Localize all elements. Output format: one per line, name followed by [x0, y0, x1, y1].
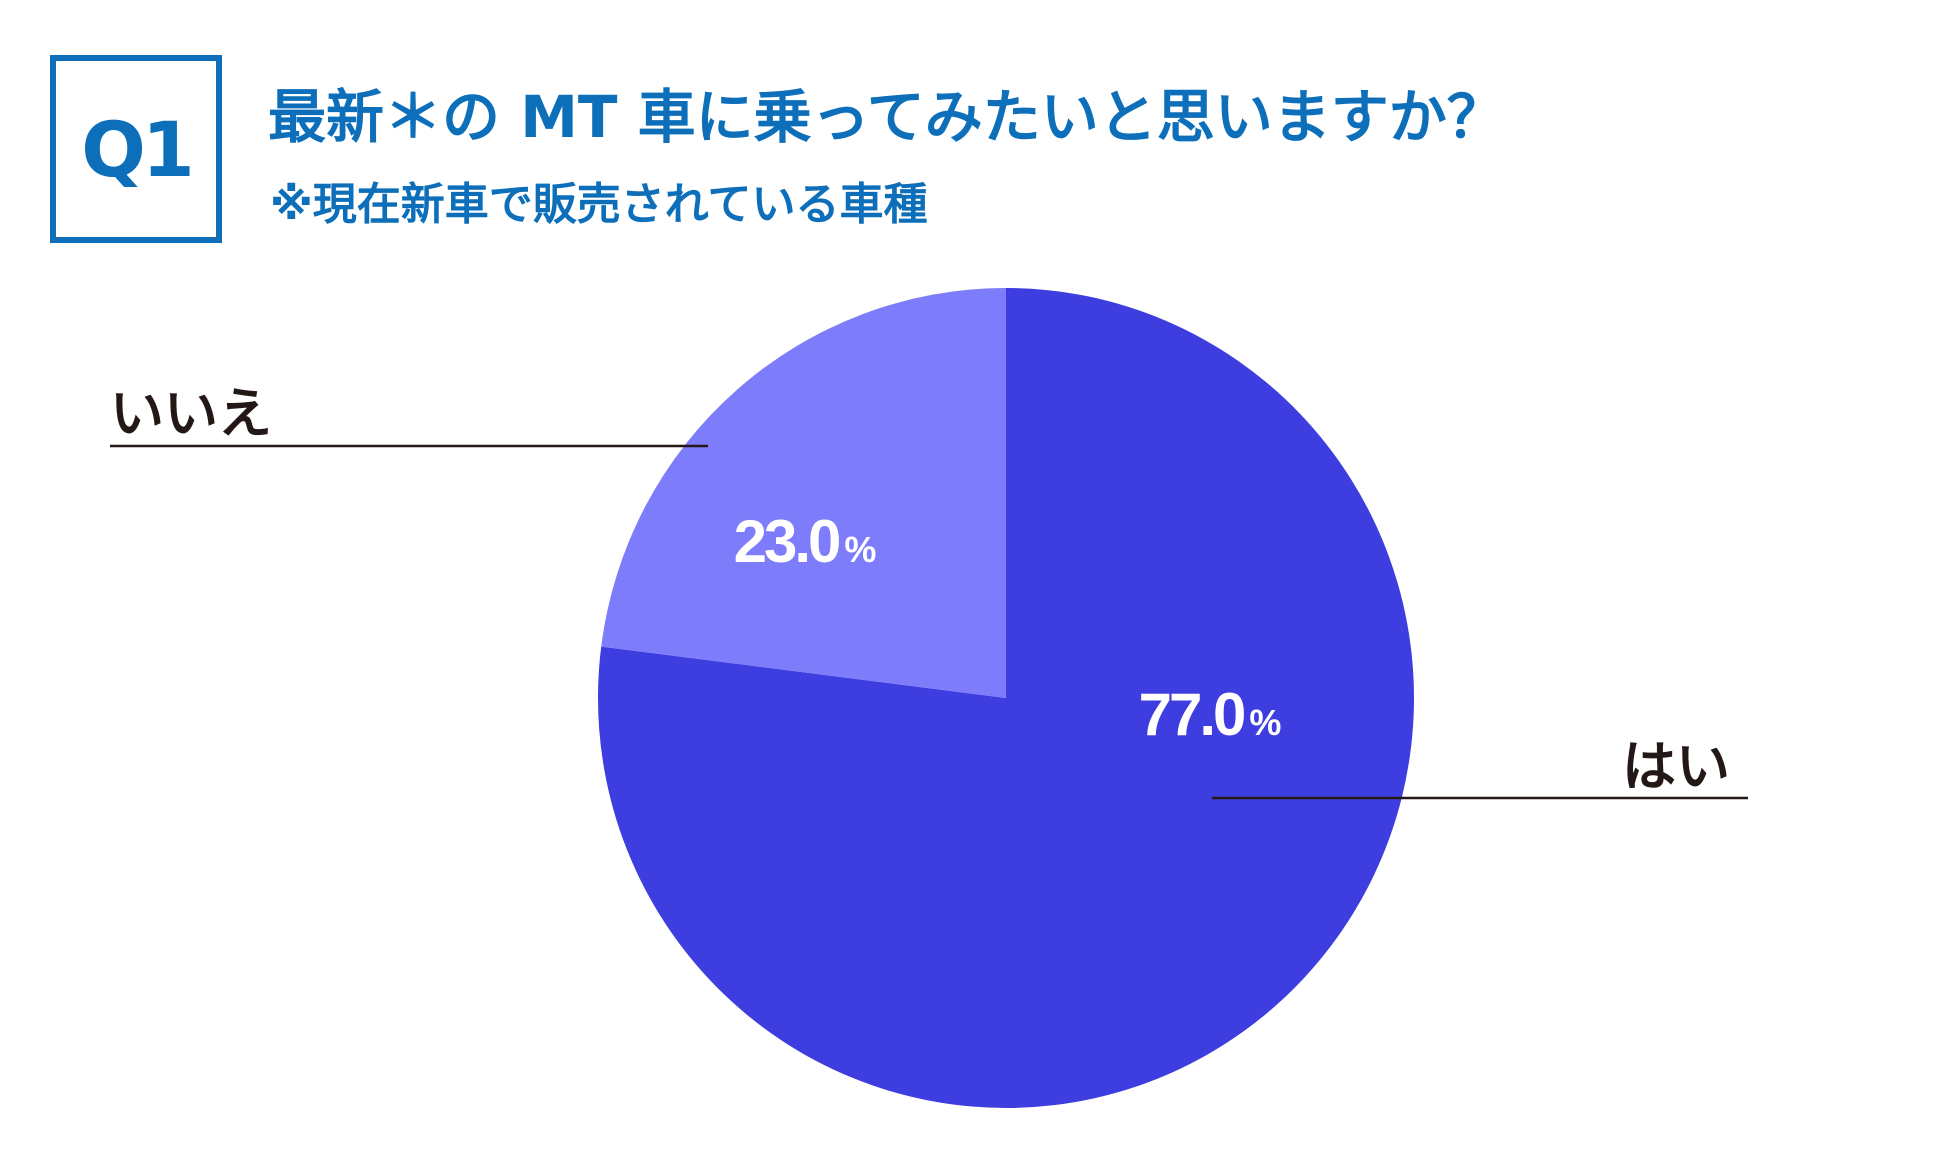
question-subtitle: ※現在新車で販売されている車種 — [270, 179, 928, 230]
category-label: はい — [1622, 735, 1730, 798]
slice-value-label: 23.0% — [734, 508, 877, 575]
pie-labels: 77.0 % はい 23.0 % いいえ — [110, 382, 1730, 798]
slice-value-unit: % — [1249, 702, 1281, 743]
slice-value-number: 77.0 — [1139, 681, 1244, 748]
category-label: いいえ — [110, 382, 272, 445]
leader-lines — [110, 444, 1748, 800]
slice-value-label: 77.0% — [1139, 681, 1282, 748]
question-title: 最新＊の MT 車に乗ってみたいと思いますか？ — [268, 83, 1505, 151]
question-number-badge: Q1 — [50, 55, 222, 243]
pie-slice-no — [601, 288, 1006, 698]
slice-value-unit: % — [844, 529, 876, 570]
pie-slices — [597, 288, 1415, 1108]
slice-value-number: 23.0 — [734, 508, 839, 575]
